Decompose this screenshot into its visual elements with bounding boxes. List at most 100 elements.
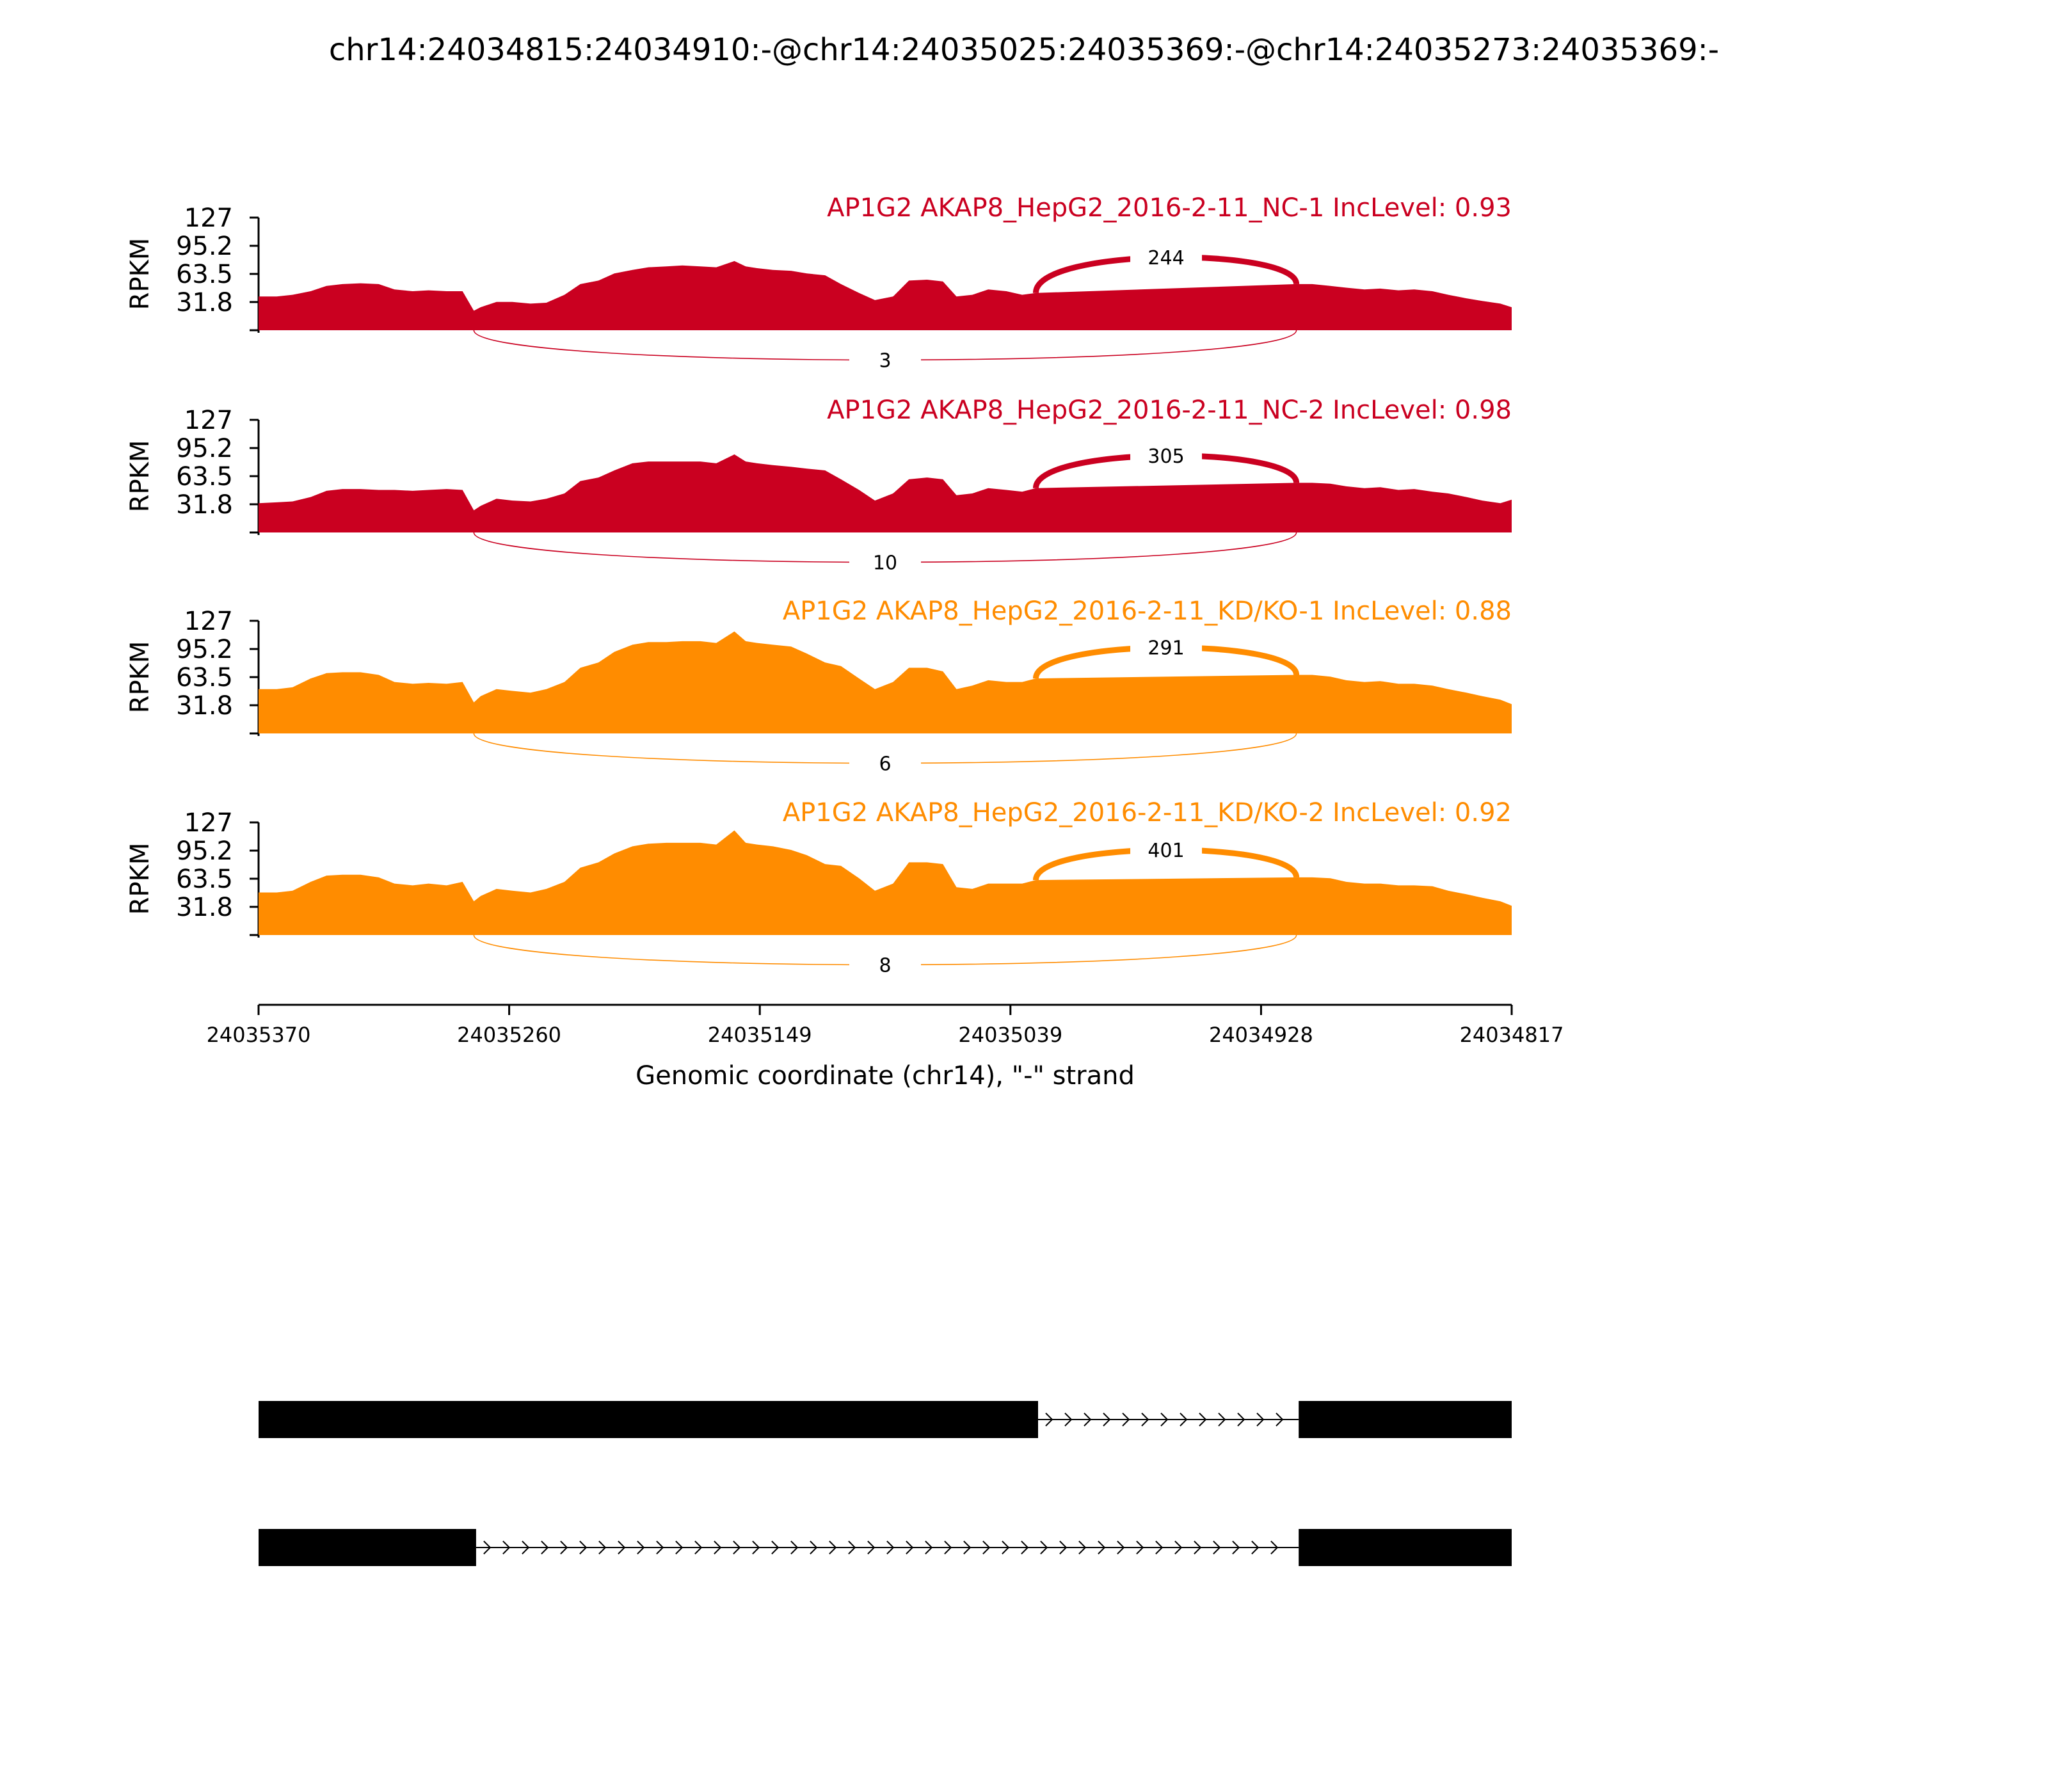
strand-arrow bbox=[906, 1540, 914, 1555]
sample-label: AP1G2 AKAP8_HepG2_2016-2-11_KD/KO-1 IncL… bbox=[783, 596, 1512, 626]
inclusion-junction-count: 291 bbox=[1148, 637, 1184, 660]
strand-arrow bbox=[522, 1540, 530, 1555]
strand-arrow bbox=[483, 1540, 492, 1555]
x-tick-label: 24034817 bbox=[1460, 1023, 1564, 1047]
coverage-area bbox=[259, 631, 1512, 733]
strand-arrow bbox=[752, 1540, 760, 1555]
y-tick-label: 31.8 bbox=[176, 288, 233, 317]
strand-arrow bbox=[1021, 1540, 1029, 1555]
strand-arrow bbox=[1045, 1412, 1053, 1427]
strand-arrow bbox=[1078, 1540, 1087, 1555]
strand-arrow bbox=[1059, 1540, 1068, 1555]
x-tick-label: 24035260 bbox=[457, 1023, 561, 1047]
junction-label-bg bbox=[849, 750, 921, 776]
strand-arrow bbox=[1122, 1412, 1130, 1427]
strand-arrow bbox=[733, 1540, 741, 1555]
y-tick-label: 31.8 bbox=[176, 490, 233, 520]
inclusion-junction-count: 244 bbox=[1148, 247, 1184, 269]
y-tick-label: 95.2 bbox=[176, 232, 233, 261]
strand-arrow bbox=[944, 1540, 952, 1555]
coverage-area bbox=[259, 260, 1512, 330]
strand-arrow bbox=[1155, 1540, 1164, 1555]
strand-arrow bbox=[579, 1540, 588, 1555]
exon-block bbox=[1299, 1401, 1512, 1438]
isoform-structures bbox=[259, 1401, 1512, 1566]
coverage-area bbox=[259, 454, 1512, 532]
x-tick-label: 24035370 bbox=[207, 1023, 311, 1047]
inclusion-junction-count: 305 bbox=[1148, 445, 1184, 468]
strand-arrow bbox=[771, 1540, 780, 1555]
exon-block bbox=[1299, 1529, 1512, 1566]
strand-arrow bbox=[560, 1540, 568, 1555]
strand-arrow bbox=[675, 1540, 684, 1555]
y-axis-label: RPKM bbox=[125, 238, 155, 310]
y-tick-label: 127 bbox=[184, 808, 233, 838]
strand-arrow bbox=[810, 1540, 818, 1555]
figure-title: chr14:24034815:24034910:-@chr14:24035025… bbox=[329, 32, 1719, 68]
strand-arrow bbox=[1218, 1412, 1226, 1427]
strand-arrow bbox=[1194, 1540, 1202, 1555]
strand-arrow bbox=[925, 1540, 933, 1555]
strand-arrow bbox=[598, 1540, 607, 1555]
sample-label: AP1G2 AKAP8_HepG2_2016-2-11_NC-1 IncLeve… bbox=[827, 193, 1512, 223]
junction-label-bg bbox=[1130, 636, 1203, 659]
strand-arrow bbox=[1141, 1412, 1149, 1427]
strand-arrow bbox=[1103, 1412, 1111, 1427]
strand-arrow bbox=[1174, 1540, 1183, 1555]
sample-label: AP1G2 AKAP8_HepG2_2016-2-11_KD/KO-2 IncL… bbox=[783, 798, 1512, 828]
y-tick-label: 127 bbox=[184, 607, 233, 636]
strand-arrow bbox=[982, 1540, 991, 1555]
strand-arrow bbox=[1199, 1412, 1207, 1427]
skipping-junction-count: 8 bbox=[879, 955, 891, 977]
exon-block bbox=[259, 1529, 476, 1566]
y-tick-label: 31.8 bbox=[176, 893, 233, 922]
coverage-area bbox=[259, 830, 1512, 935]
strand-arrow bbox=[1064, 1412, 1073, 1427]
strand-arrow bbox=[502, 1540, 511, 1555]
strand-arrow bbox=[656, 1540, 664, 1555]
y-tick-label: 95.2 bbox=[176, 635, 233, 664]
y-tick-label: 63.5 bbox=[176, 260, 233, 289]
intronic-coverage bbox=[1036, 525, 1297, 532]
y-tick-label: 95.2 bbox=[176, 434, 233, 463]
genomic-x-axis: 24035370 24035260 24035149 24035039 24034928… bbox=[207, 1004, 1564, 1091]
x-tick-label: 24035039 bbox=[958, 1023, 1062, 1047]
strand-arrow bbox=[1232, 1540, 1240, 1555]
junction-label-bg bbox=[849, 347, 921, 373]
y-tick-label: 95.2 bbox=[176, 836, 233, 866]
skipping-junction-count: 10 bbox=[873, 552, 897, 575]
inclusion-junction-count: 401 bbox=[1148, 840, 1184, 862]
intronic-coverage bbox=[1036, 723, 1297, 733]
skipping-junction-count: 6 bbox=[879, 753, 891, 776]
strand-arrow bbox=[963, 1540, 972, 1555]
junction-label-bg bbox=[1130, 444, 1203, 467]
strand-arrow bbox=[1117, 1540, 1125, 1555]
y-tick-label: 31.8 bbox=[176, 691, 233, 721]
strand-arrow bbox=[1002, 1540, 1010, 1555]
strand-arrow bbox=[694, 1540, 703, 1555]
exon-block bbox=[259, 1401, 1038, 1438]
junction-label-bg bbox=[1130, 246, 1203, 269]
isoform-skipping bbox=[259, 1529, 1512, 1566]
y-axis-label: RPKM bbox=[125, 440, 155, 513]
x-tick-label: 24035149 bbox=[708, 1023, 812, 1047]
y-axis-label: RPKM bbox=[125, 641, 155, 714]
strand-arrow bbox=[1136, 1540, 1144, 1555]
y-tick-label: 63.5 bbox=[176, 865, 233, 894]
strand-arrow bbox=[1213, 1540, 1221, 1555]
strand-arrow bbox=[1276, 1412, 1284, 1427]
strand-arrow bbox=[618, 1540, 626, 1555]
strand-arrow bbox=[790, 1540, 799, 1555]
sample-label: AP1G2 AKAP8_HepG2_2016-2-11_NC-2 IncLeve… bbox=[827, 396, 1512, 425]
strand-arrow bbox=[1237, 1412, 1245, 1427]
strand-arrow bbox=[637, 1540, 645, 1555]
y-axis-label: RPKM bbox=[125, 843, 155, 915]
strand-arrow bbox=[1084, 1412, 1092, 1427]
x-axis-label: Genomic coordinate (chr14), "-" strand bbox=[636, 1061, 1135, 1091]
intronic-coverage bbox=[1036, 929, 1297, 935]
